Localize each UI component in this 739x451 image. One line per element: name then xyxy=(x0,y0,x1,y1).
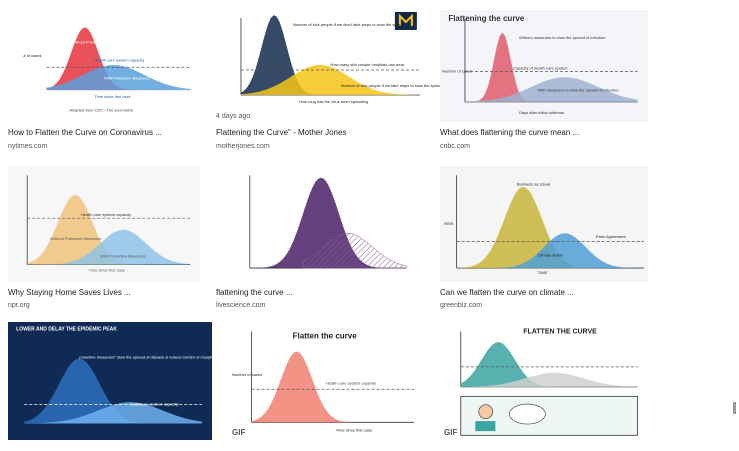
thumbnail-bg xyxy=(8,8,200,122)
thumbnail-label: proactive measures* slow the spread of d… xyxy=(79,354,217,359)
thumbnail[interactable]: Health care system capacity Without Prote… xyxy=(8,166,200,282)
result-card[interactable]: LOWER AND DELAY THE EPIDEMIC PEAK proacti… xyxy=(8,322,217,440)
thumbnail-label: Flatten the curve xyxy=(293,331,358,340)
thumbnail-label: Health care system capacity xyxy=(81,212,131,217)
curve xyxy=(464,32,638,102)
thumbnail-label: RISK xyxy=(444,221,454,226)
thumbnail-label: Time since first case xyxy=(89,267,126,272)
thumbnail-label: Adapted from CDC / The Economist xyxy=(69,108,134,113)
result-source: motherjones.com xyxy=(216,143,270,150)
gif-badge: GIF xyxy=(232,428,245,437)
thumbnail-label: Flattening the curve xyxy=(448,14,525,23)
thumbnail[interactable]: # of cases Without Protective Measures Hea… xyxy=(8,8,200,122)
thumbnail[interactable]: LOWER AND DELAY THE EPIDEMIC PEAK proacti… xyxy=(8,322,217,440)
scroll-indicator xyxy=(733,402,736,414)
result-source: npr.org xyxy=(8,302,30,309)
result-title[interactable]: Why Staying Home Saves Lives ... xyxy=(8,288,131,297)
result-title[interactable]: Can we flatten the curve on climate ... xyxy=(440,288,574,297)
thumbnail-label: FLATTEN THE CURVE xyxy=(523,328,597,335)
curve xyxy=(456,187,644,269)
speech-bubble xyxy=(509,403,546,425)
thumbnail-label: Number of sick people if we take steps t… xyxy=(341,83,443,88)
thumbnail-label: TIME xyxy=(538,270,548,275)
result-title[interactable]: How to Flatten the Curve on Coronavirus … xyxy=(8,128,162,137)
result-card[interactable]: # of cases Without Protective Measures Hea… xyxy=(8,8,200,150)
thumbnail-label: Time since first case xyxy=(336,428,373,433)
thumbnail-label: How many sick people hospitals can treat xyxy=(330,62,404,67)
thumbnail-bg xyxy=(440,10,648,122)
curve xyxy=(460,372,638,387)
thumbnail[interactable]: Flattening the curve Without measures to … xyxy=(440,10,648,122)
thumbnail[interactable]: Business as Usual Paris Agreement Climate … xyxy=(440,166,648,282)
thumbnail-label: With Protective Measures xyxy=(104,76,150,81)
thumbnail-label: Health care system capacity xyxy=(94,58,144,63)
gif-badge: GIF xyxy=(444,428,457,437)
thumbnail-label: Number of sick people if we don't take s… xyxy=(293,22,405,27)
curve xyxy=(240,15,420,96)
thumbnail-label: healthcare system capacity xyxy=(130,402,178,407)
thumbnail-label: Without Protective Measures xyxy=(71,39,122,44)
thumbnail-label: Paris Agreement xyxy=(596,234,626,239)
result-card[interactable]: Flatten the curve Number of cases Health c… xyxy=(228,322,424,440)
result-card[interactable]: flattening the curve ... livescience.com xyxy=(216,166,410,309)
result-source: cnbc.com xyxy=(440,143,470,150)
result-source: livescience.com xyxy=(216,302,266,309)
result-card[interactable]: Flattening the curve Without measures to … xyxy=(440,10,648,150)
thumbnail[interactable]: Flatten the curve Number of cases Health c… xyxy=(228,322,424,440)
result-card[interactable]: Health care system capacity Without Prote… xyxy=(8,166,200,309)
thumbnail-label: Number of cases xyxy=(232,372,262,377)
curve xyxy=(46,65,191,91)
curve xyxy=(46,27,191,91)
curve xyxy=(24,402,202,424)
thumbnail-label: Time since first case xyxy=(94,94,131,99)
result-source: greenbiz.com xyxy=(440,302,482,309)
curve xyxy=(464,77,638,102)
result-source: nytimes.com xyxy=(8,143,47,150)
thumbnail-label: With measures to slow the spread of infe… xyxy=(538,88,619,93)
comic-figure-body xyxy=(475,421,496,432)
thumbnail-label: With Protective Measures xyxy=(100,254,146,259)
curve-hatch xyxy=(302,233,407,269)
result-card[interactable]: Number of sick people if we don't take s… xyxy=(216,10,443,150)
result-card[interactable]: FLATTEN THE CURVE GIF xyxy=(440,322,648,440)
thumbnail-label: LOWER AND DELAY THE EPIDEMIC PEAK xyxy=(16,326,117,332)
thumbnail-label: Climate Action xyxy=(538,252,564,257)
curve xyxy=(460,342,638,387)
thumbnail-label: # of cases xyxy=(23,53,41,58)
thumbnail-label: Without measures to slow the spread of i… xyxy=(519,35,605,40)
thumbnail-label: How long has the virus been spreading xyxy=(299,99,368,104)
curve xyxy=(456,233,644,269)
curve xyxy=(24,358,202,424)
thumbnail[interactable]: FLATTEN THE CURVE GIF xyxy=(440,322,648,440)
result-age: 4 days ago xyxy=(216,113,250,120)
curve xyxy=(249,177,407,269)
thumbnail[interactable]: Number of sick people if we don't take s… xyxy=(216,10,443,110)
curve xyxy=(27,229,191,265)
thumbnail-label: Days after initial outbreak xyxy=(519,110,564,115)
curve xyxy=(240,65,420,95)
comic-figure xyxy=(478,404,494,419)
thumbnail-label: Business as Usual xyxy=(517,182,550,187)
result-title[interactable]: What does flattening the curve mean ... xyxy=(440,128,579,137)
result-title[interactable]: flattening the curve ... xyxy=(216,288,293,297)
result-card[interactable]: Business as Usual Paris Agreement Climate … xyxy=(440,166,648,309)
curve xyxy=(251,351,415,423)
thumbnail-label: Number of cases xyxy=(442,69,472,74)
thumbnail-label: Without Protective Measures xyxy=(50,236,101,241)
thumbnail-label: Health care system capacity xyxy=(326,380,376,385)
thumbnail-label: Capacity of health care system xyxy=(513,65,568,70)
result-title[interactable]: Flattening the Curve" - Mother Jones xyxy=(216,128,346,137)
curve xyxy=(27,195,191,265)
logo-m xyxy=(398,13,413,26)
thumbnail[interactable] xyxy=(232,166,410,282)
